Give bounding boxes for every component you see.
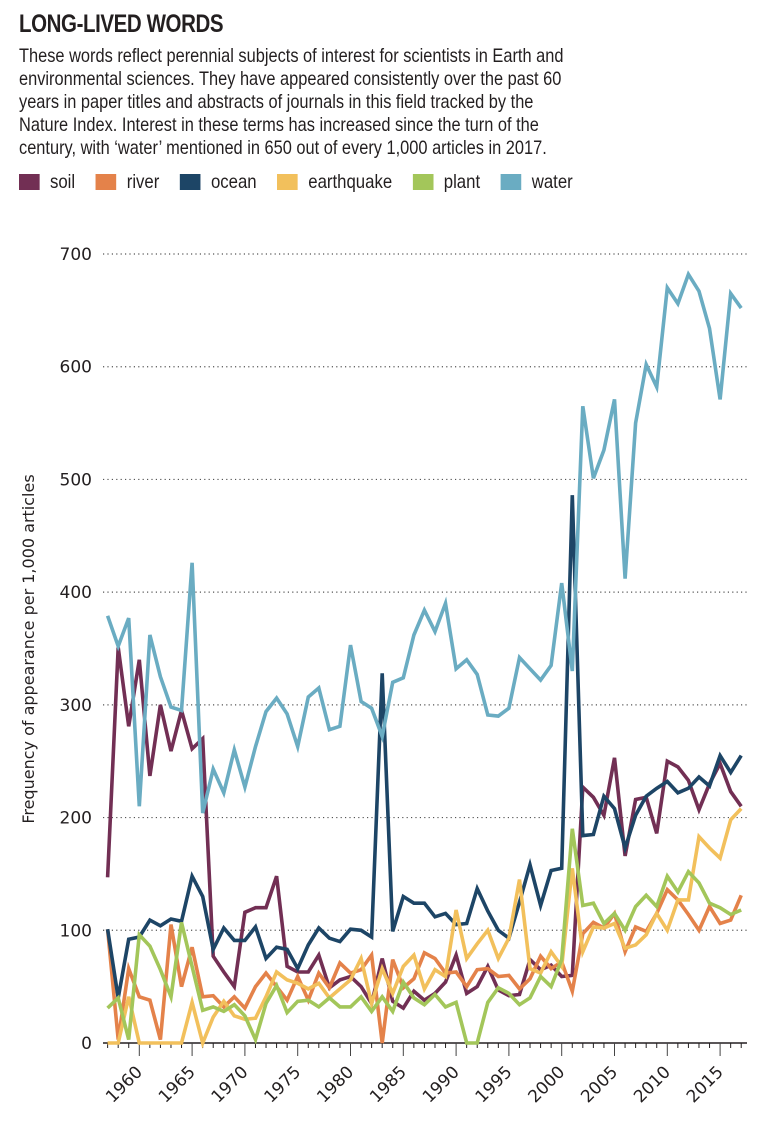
y-tick-label: 700 bbox=[60, 245, 92, 265]
y-tick-label: 600 bbox=[60, 358, 92, 378]
legend-swatch bbox=[277, 174, 298, 190]
x-tick-label: 2005 bbox=[577, 1062, 622, 1107]
x-tick-label: 1960 bbox=[102, 1062, 147, 1107]
legend-item-plant: plant bbox=[412, 170, 481, 194]
x-tick-label: 1975 bbox=[261, 1062, 306, 1107]
subtitle-line: century, with ‘water’ mentioned in 650 o… bbox=[19, 137, 547, 159]
x-tick-label: 1980 bbox=[313, 1062, 358, 1107]
chart-title: LONG-LIVED WORDS bbox=[19, 10, 224, 38]
legend-label: soil bbox=[49, 170, 76, 193]
legend-label: river bbox=[126, 170, 160, 193]
legend-label: water bbox=[531, 170, 573, 193]
legend-label: ocean bbox=[210, 170, 257, 193]
y-tick-label: 500 bbox=[60, 470, 92, 490]
series-line-river bbox=[105, 886, 743, 1044]
x-tick-label: 1970 bbox=[208, 1062, 253, 1107]
x-tick-label: 1985 bbox=[366, 1062, 411, 1107]
subtitle-line: years in paper titles and abstracts of j… bbox=[19, 91, 534, 113]
y-axis-ticks: 0 100 200 300 400 500 600 700 bbox=[60, 245, 92, 1054]
gridlines bbox=[103, 253, 747, 931]
legend-swatch bbox=[412, 174, 434, 190]
y-tick-label: 400 bbox=[60, 583, 92, 603]
legend-item-water: water bbox=[500, 170, 573, 194]
subtitle-line: Nature Index. Interest in these terms ha… bbox=[19, 114, 539, 136]
series-line-ocean bbox=[105, 495, 743, 999]
x-tick-label: 1965 bbox=[155, 1062, 200, 1107]
legend-label: plant bbox=[443, 170, 481, 193]
x-tick-label: 2010 bbox=[630, 1062, 675, 1107]
chart-legend: soil river ocean earthquake plant water bbox=[19, 170, 593, 194]
series-line-earthquake bbox=[107, 807, 743, 1049]
y-tick-label: 0 bbox=[81, 1034, 92, 1054]
x-tick-label: 2015 bbox=[683, 1062, 728, 1107]
legend-item-soil: soil bbox=[19, 171, 75, 194]
x-tick-label: 1990 bbox=[419, 1062, 464, 1107]
legend-swatch bbox=[95, 174, 117, 190]
legend-item-river: river bbox=[95, 170, 160, 194]
legend-label: earthquake bbox=[308, 170, 393, 193]
legend-swatch bbox=[19, 174, 40, 190]
y-tick-label: 300 bbox=[60, 696, 92, 716]
y-axis-title: Frequency of appearance per 1,000 articl… bbox=[19, 474, 38, 823]
x-axis: 1960 1965 1970 1975 1980 1985 1990 1995 2000 2005… bbox=[102, 1042, 747, 1107]
series-line-plant bbox=[106, 828, 742, 1045]
legend-swatch bbox=[500, 174, 522, 190]
x-tick-label: 1995 bbox=[472, 1062, 517, 1107]
series-line-soil bbox=[105, 647, 743, 1011]
legend-item-ocean: ocean bbox=[179, 170, 257, 194]
y-tick-label: 100 bbox=[60, 921, 92, 941]
chart-subtitle: These words reflect perennial subjects o… bbox=[19, 45, 767, 160]
subtitle-line: These words reflect perennial subjects o… bbox=[19, 45, 564, 67]
legend-item-earthquake: earthquake bbox=[277, 171, 392, 194]
x-tick-label: 2000 bbox=[525, 1062, 570, 1107]
series-line-water bbox=[105, 270, 743, 814]
legend-swatch bbox=[179, 174, 201, 190]
series-lines bbox=[105, 270, 743, 1049]
y-tick-label: 200 bbox=[60, 809, 92, 829]
subtitle-line: environmental sciences. They have appear… bbox=[19, 68, 562, 90]
